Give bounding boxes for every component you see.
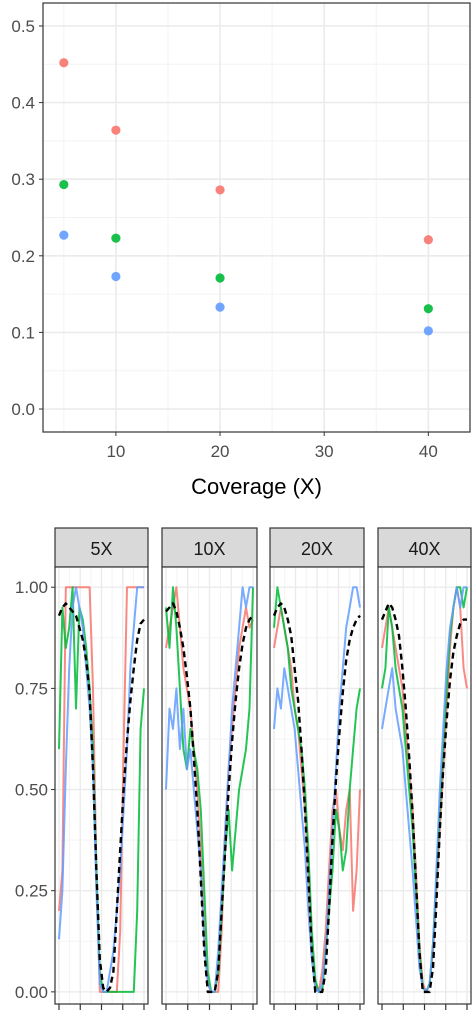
scatter-y-tick-label: 0.4 xyxy=(11,94,35,113)
scatter-point xyxy=(215,302,225,312)
scatter-point xyxy=(111,271,121,282)
scatter-y-tick-label: 0.2 xyxy=(11,247,35,266)
facet-strip-label: 10X xyxy=(193,539,225,559)
facet-strip-label: 20X xyxy=(301,539,333,559)
scatter-point xyxy=(423,304,433,314)
scatter-x-axis-title: Coverage (X) xyxy=(191,474,322,499)
facet-series-line xyxy=(273,586,361,993)
scatter-x-tick-label: 30 xyxy=(315,442,334,461)
scatter-x-tick-label: 40 xyxy=(419,442,438,461)
scatter-point xyxy=(59,179,69,190)
facet-series-line xyxy=(165,586,254,993)
facet-y-tick-label: 1.00 xyxy=(15,578,48,597)
facet-strip xyxy=(377,527,472,568)
facet-y-tick-label: 0.75 xyxy=(15,679,48,698)
facet-y-tick-label: 0.00 xyxy=(15,983,48,1002)
facet-y-tick-label: 0.50 xyxy=(15,781,48,800)
scatter-point xyxy=(59,58,69,68)
facet-strip xyxy=(54,527,149,568)
scatter-y-tick-label: 0.5 xyxy=(11,17,35,36)
scatter-point xyxy=(423,326,433,336)
facet-average-line xyxy=(272,602,361,994)
facet-strip xyxy=(269,527,365,568)
facet-strip-label: 5X xyxy=(90,539,112,559)
facet-y-tick-label: 0.25 xyxy=(15,882,48,901)
facet-series-line xyxy=(165,586,253,993)
scatter-panel-border xyxy=(42,2,471,433)
scatter-y-tick-label: 0.3 xyxy=(11,170,35,189)
scatter-y-tick-label: 0.0 xyxy=(11,400,35,419)
facet-average-line xyxy=(165,602,254,994)
facet-series-line xyxy=(58,586,144,993)
scatter-point xyxy=(59,230,69,240)
facet-strip xyxy=(161,527,258,568)
scatter-point xyxy=(111,125,121,135)
scatter-y-tick-label: 0.1 xyxy=(11,323,35,342)
facet-strip-label: 40X xyxy=(408,539,440,559)
scatter-point xyxy=(215,185,225,195)
scatter-x-tick-label: 10 xyxy=(106,442,125,461)
facet-series-line xyxy=(273,586,361,993)
scatter-x-tick-label: 20 xyxy=(211,442,230,461)
scatter-point xyxy=(423,235,433,245)
facet-average-line xyxy=(380,602,467,994)
facet-series-line xyxy=(381,586,467,993)
scatter-point xyxy=(111,233,121,243)
scatter-point xyxy=(215,273,225,283)
facet-average-line xyxy=(57,602,145,994)
